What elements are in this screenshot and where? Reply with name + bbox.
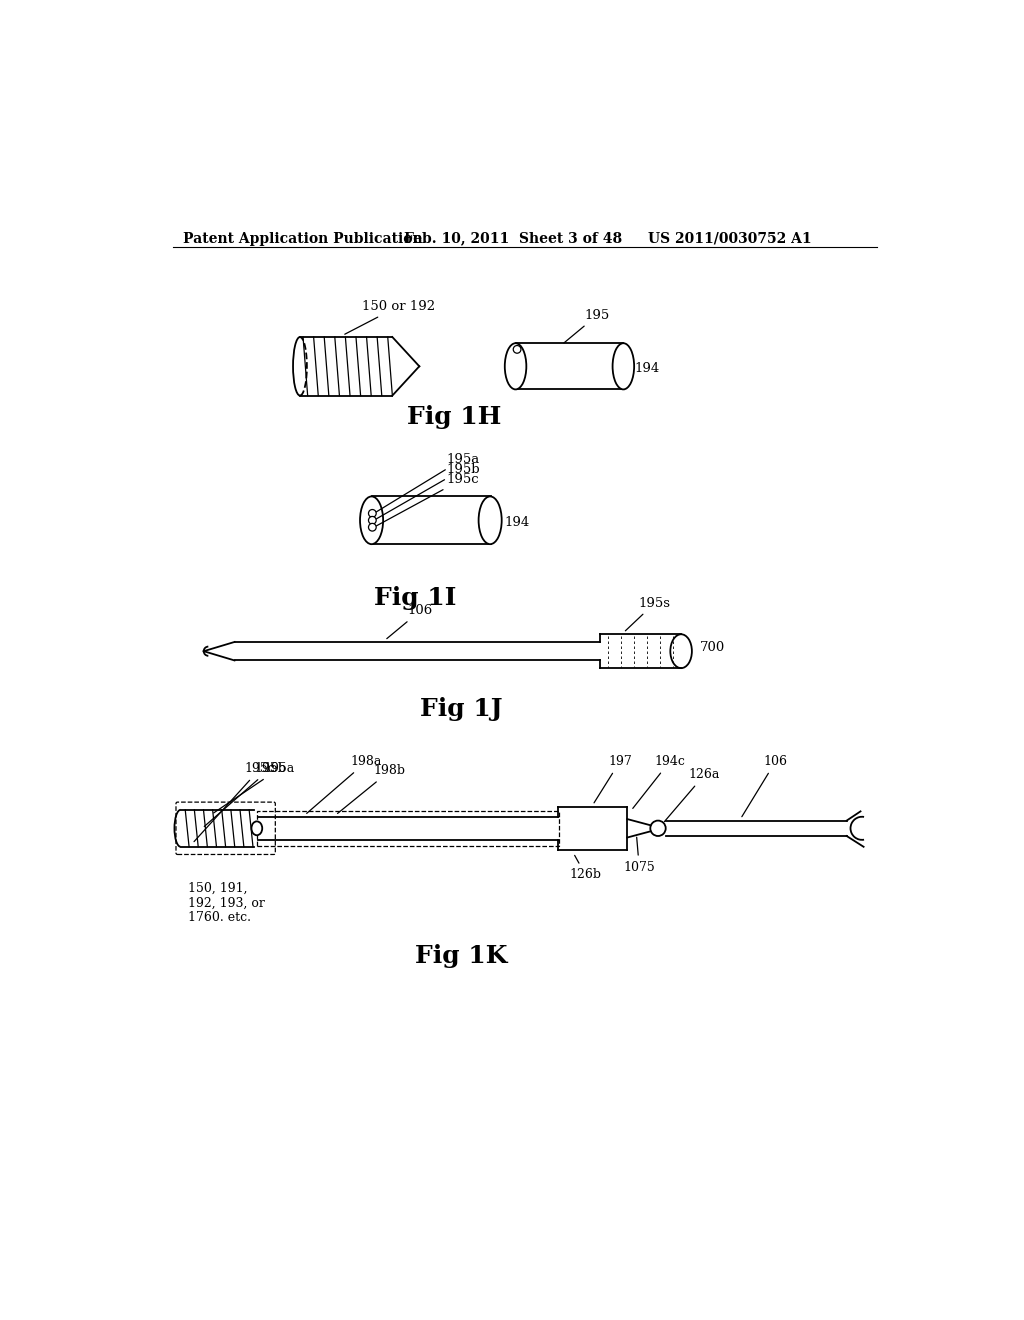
- Text: 195a: 195a: [214, 762, 295, 813]
- Text: Fig 1H: Fig 1H: [407, 405, 501, 429]
- Ellipse shape: [671, 635, 692, 668]
- Text: 195c: 195c: [194, 763, 275, 842]
- Text: Fig 1I: Fig 1I: [375, 586, 457, 610]
- Text: Feb. 10, 2011  Sheet 3 of 48: Feb. 10, 2011 Sheet 3 of 48: [403, 231, 622, 246]
- Text: 150 or 192: 150 or 192: [345, 300, 434, 334]
- Text: 150, 191,
192, 193, or
1760. etc.: 150, 191, 192, 193, or 1760. etc.: [188, 882, 265, 924]
- Ellipse shape: [505, 343, 526, 389]
- Text: 198b: 198b: [338, 764, 406, 813]
- Ellipse shape: [513, 346, 521, 354]
- Text: Patent Application Publication: Patent Application Publication: [183, 231, 423, 246]
- Text: 194: 194: [634, 363, 659, 375]
- Text: 1075: 1075: [624, 837, 655, 874]
- Text: 106: 106: [741, 755, 787, 817]
- Text: 126a: 126a: [665, 768, 720, 821]
- Text: 195b: 195b: [204, 762, 287, 826]
- Text: 197: 197: [594, 755, 632, 803]
- Text: 195a: 195a: [376, 453, 479, 512]
- Bar: [372, 496, 490, 544]
- Text: 194: 194: [504, 516, 529, 529]
- Ellipse shape: [612, 343, 634, 389]
- Text: 198a: 198a: [306, 755, 382, 813]
- Text: 195: 195: [564, 309, 610, 343]
- Text: Fig 1J: Fig 1J: [420, 697, 503, 722]
- Text: 700: 700: [700, 640, 726, 653]
- Text: 195b: 195b: [376, 462, 480, 519]
- Text: 195s: 195s: [626, 597, 671, 631]
- Ellipse shape: [478, 496, 502, 544]
- Ellipse shape: [369, 523, 376, 531]
- Bar: [515, 343, 624, 389]
- Text: 106: 106: [387, 605, 433, 639]
- Text: Fig 1K: Fig 1K: [416, 944, 508, 968]
- Ellipse shape: [252, 821, 262, 836]
- Text: US 2011/0030752 A1: US 2011/0030752 A1: [648, 231, 812, 246]
- Text: 126b: 126b: [569, 855, 601, 882]
- Ellipse shape: [369, 510, 376, 517]
- Ellipse shape: [369, 516, 376, 524]
- Ellipse shape: [650, 821, 666, 836]
- Text: 194c: 194c: [633, 755, 685, 808]
- Ellipse shape: [360, 496, 383, 544]
- Text: 195c: 195c: [377, 473, 479, 525]
